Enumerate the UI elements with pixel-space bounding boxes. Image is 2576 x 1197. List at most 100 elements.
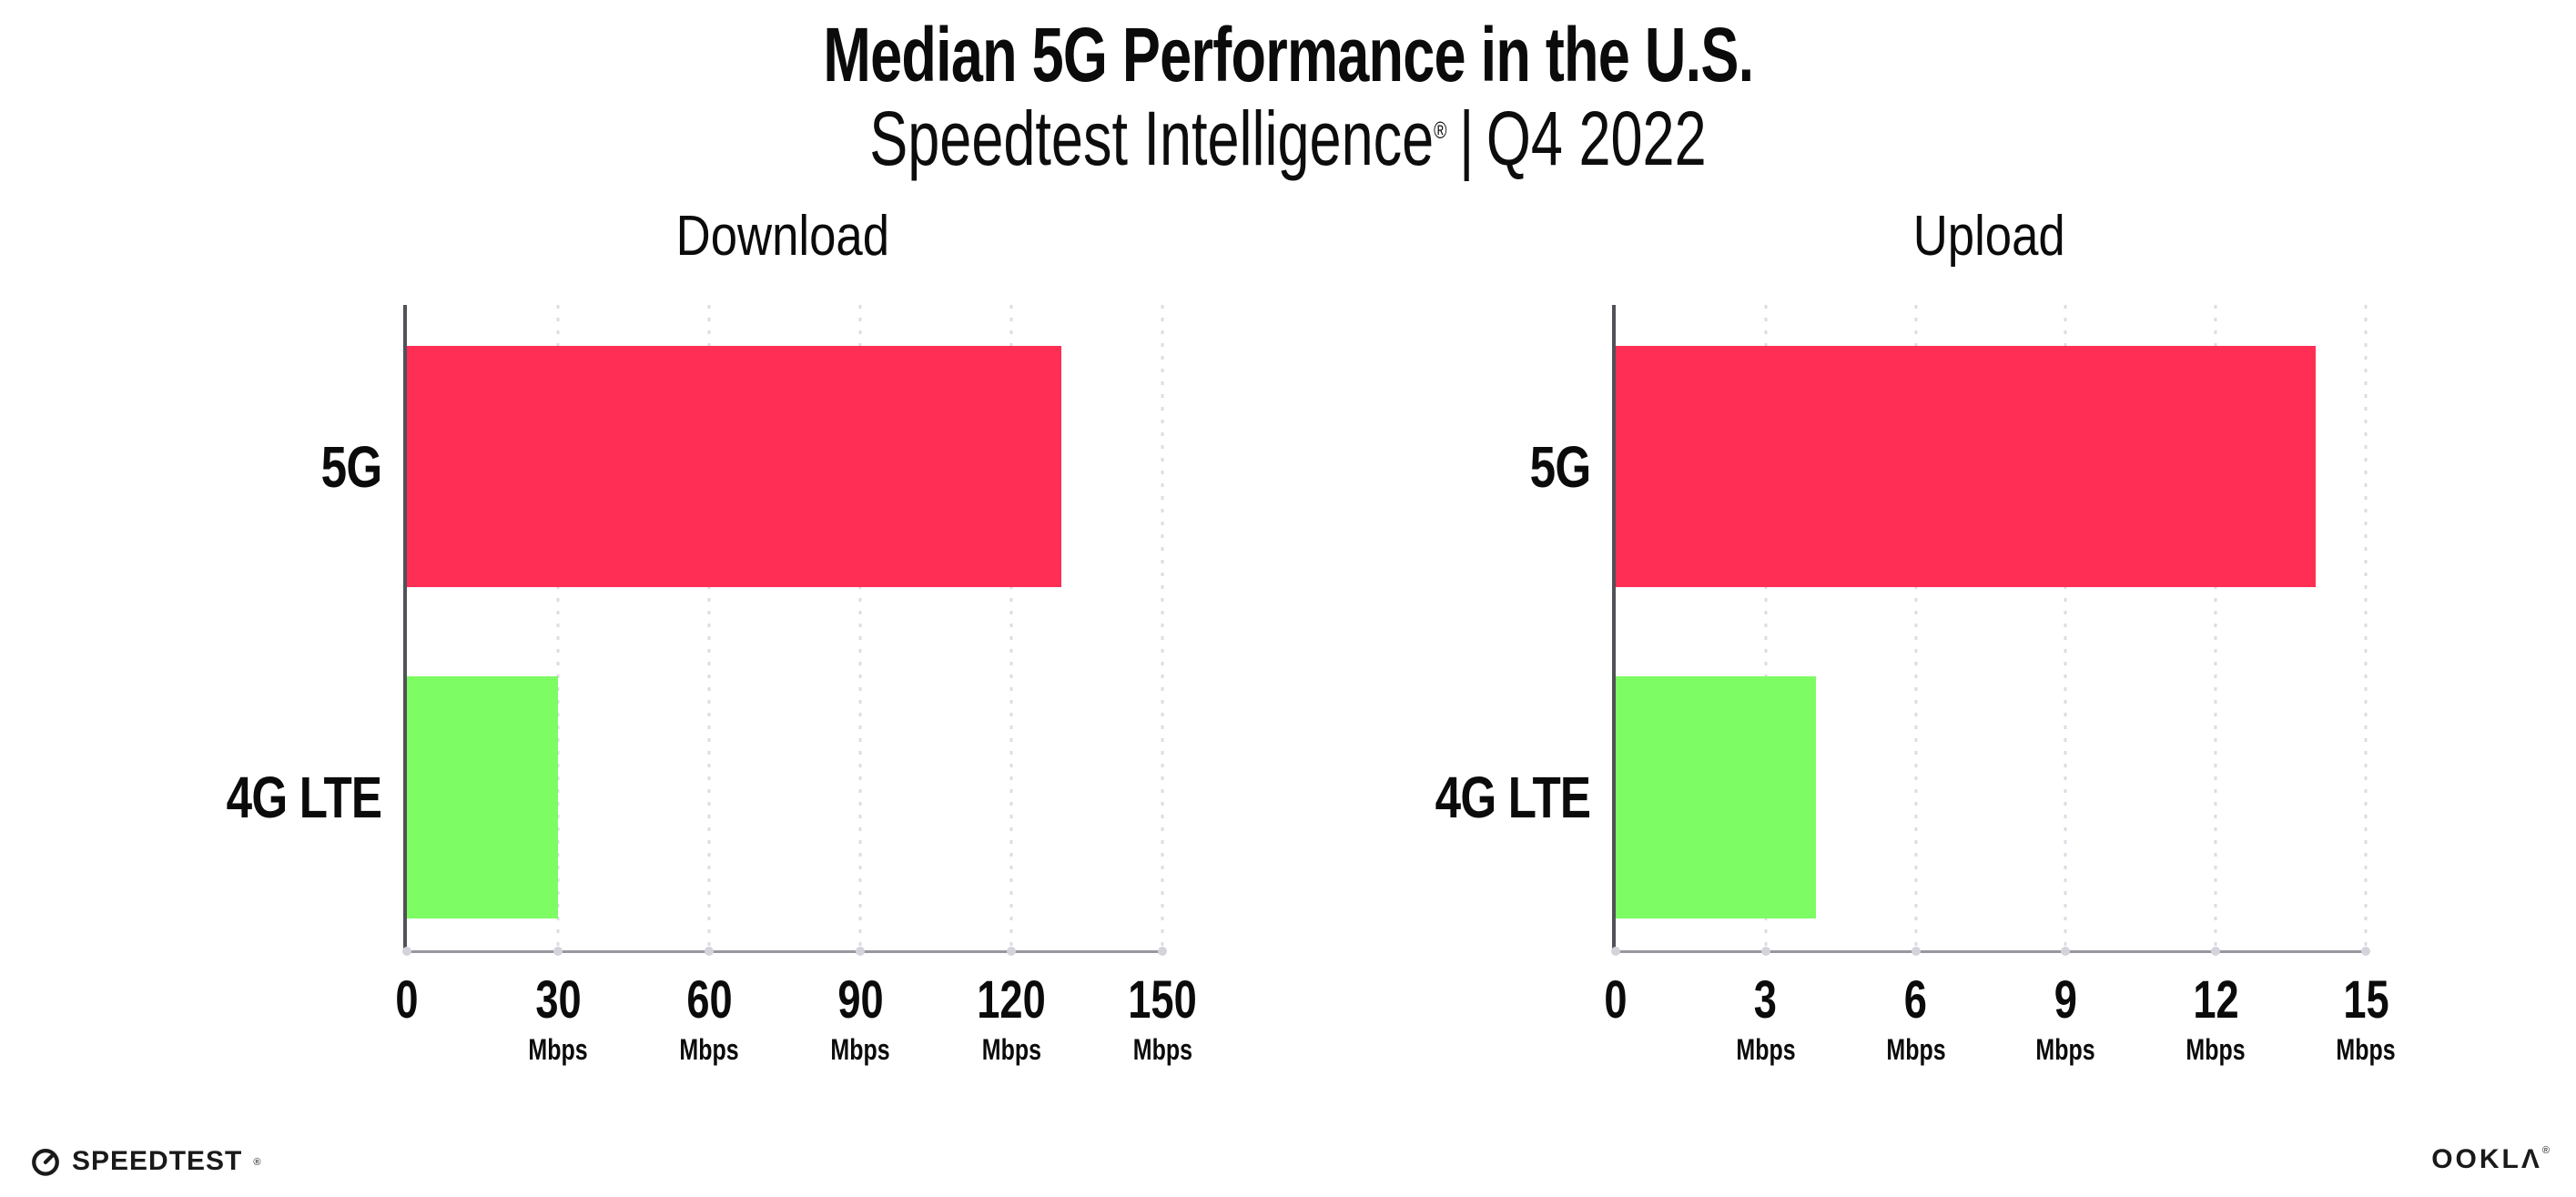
x-tick-unit-text: Mbps (528, 1032, 588, 1066)
x-tick-0: 0 (392, 972, 421, 1029)
x-tick-unit: Mbps (1878, 1032, 1954, 1066)
x-axis-line (403, 950, 1162, 953)
category-label-5g: 5G (306, 433, 382, 501)
download-chart-body: 5G 4G LTE 0 30 Mbps 60 Mbps 90 Mbps 120 Mbps 150 Mb… (157, 305, 1197, 1066)
x-tick-150: 150 Mbps (1119, 970, 1207, 1066)
upload-chart-title-text: Upload (1912, 205, 2065, 268)
x-tick-value-text: 120 (977, 970, 1046, 1030)
x-tick-value-text: 9 (2054, 970, 2077, 1030)
x-tick-3: 3 Mbps (1728, 970, 1804, 1066)
x-tick-value: 9 (2028, 970, 2104, 1030)
x-tick-unit: Mbps (822, 1032, 898, 1066)
ookla-wordmark: OOKLΛ (2431, 1144, 2542, 1174)
tick-dot-9 (2061, 947, 2071, 956)
upload-chart: Upload 5G 4G LTE 0 3 Mbps 6 Mbps 9 Mbps 12 Mbps 15… (1366, 204, 2396, 1066)
x-tick-unit: Mbps (1119, 1032, 1207, 1066)
upload-chart-body: 5G 4G LTE 0 3 Mbps 6 Mbps 9 Mbps 12 Mbps 15 Mbps (1366, 305, 2396, 1066)
bar-4g-lte (1616, 676, 1816, 918)
x-tick-value: 0 (1601, 970, 1630, 1030)
x-tick-value: 6 (1878, 972, 1954, 1029)
speedtest-wordmark: SPEEDTEST (72, 1146, 243, 1176)
x-tick-6: 6 Mbps (1878, 972, 1954, 1066)
x-tick-value: 15 (2328, 970, 2404, 1030)
category-label-text: 5G (1529, 433, 1591, 500)
tick-dot-150 (1158, 947, 1167, 956)
x-tick-value-text: 60 (685, 970, 733, 1030)
speedtest-logo: SPEEDTEST ® (30, 1146, 260, 1177)
x-tick-value-text: 0 (1604, 970, 1628, 1030)
x-tick-value: 30 (520, 970, 596, 1030)
x-tick-unit: Mbps (2328, 1032, 2404, 1066)
download-chart-title-text: Download (675, 205, 890, 268)
x-tick-value: 60 (671, 970, 747, 1030)
download-chart-title: Download (403, 204, 1162, 305)
x-tick-value: 120 (968, 970, 1056, 1030)
x-tick-value: 90 (822, 970, 898, 1030)
page-title: Median 5G Performance in the U.S. (0, 11, 2576, 99)
x-tick-120: 120 Mbps (968, 970, 1056, 1066)
x-tick-12: 12 Mbps (2177, 972, 2254, 1066)
gridline-150 (1161, 305, 1164, 951)
download-chart: Download 5G 4G LTE 0 30 Mbps 60 Mbps 90 Mbps 120… (157, 204, 1197, 1066)
subtitle-period: Q4 2022 (1486, 96, 1707, 181)
gridline-3 (1764, 305, 1768, 951)
tick-dot-60 (705, 947, 714, 956)
x-tick-value-text: 150 (1128, 970, 1197, 1030)
tick-dot-3 (1760, 947, 1770, 956)
x-tick-unit-text: Mbps (981, 1032, 1041, 1066)
x-tick-unit-text: Mbps (2336, 1032, 2396, 1066)
x-tick-unit: Mbps (1728, 1032, 1804, 1066)
tick-dot-0 (1611, 947, 1620, 956)
x-tick-value: 12 (2177, 972, 2254, 1029)
tick-dot-12 (2211, 947, 2221, 956)
x-tick-unit: Mbps (671, 1033, 747, 1066)
x-tick-unit-text: Mbps (1132, 1032, 1192, 1066)
gridline-60 (707, 305, 711, 951)
x-tick-value-text: 3 (1754, 970, 1778, 1030)
tick-dot-30 (553, 947, 563, 956)
x-tick-9: 9 Mbps (2028, 970, 2104, 1066)
page-subtitle-text: Speedtest Intelligence® | Q4 2022 (869, 95, 1706, 183)
x-tick-value: 3 (1728, 970, 1804, 1030)
category-label-4g-lte: 4G LTE (188, 764, 381, 831)
ookla-logo: OOKLΛ ® (2431, 1144, 2550, 1175)
category-label-5g: 5G (1515, 433, 1591, 501)
subtitle-separator: | (1459, 96, 1475, 181)
x-tick-value-text: 15 (2342, 970, 2389, 1030)
y-axis-labels: 5G 4G LTE (157, 305, 403, 951)
x-tick-value-text: 90 (837, 970, 884, 1030)
tick-dot-120 (1007, 947, 1016, 956)
x-axis-line (1612, 950, 2366, 953)
speedtest-registered-icon: ® (253, 1156, 261, 1168)
plot-area: 0 30 Mbps 60 Mbps 90 Mbps 120 Mbps 150 Mbps (395, 305, 1197, 1066)
page-title-text: Median 5G Performance in the U.S. (822, 12, 1754, 97)
category-label-text: 4G LTE (226, 765, 381, 831)
gridline-15 (2364, 305, 2368, 951)
ookla-registered-icon: ® (2541, 1145, 2550, 1156)
tick-dot-0 (402, 947, 411, 956)
x-tick-unit: Mbps (2177, 1033, 2254, 1066)
x-tick-unit-text: Mbps (1886, 1032, 1946, 1066)
gridline-6 (1914, 305, 1918, 951)
tick-dot-90 (856, 947, 865, 956)
registered-trademark-icon: ® (1434, 117, 1447, 144)
x-tick-60: 60 Mbps (671, 970, 747, 1066)
x-tick-unit-text: Mbps (1736, 1032, 1796, 1066)
x-tick-value: 0 (392, 972, 421, 1029)
x-tick-unit-text: Mbps (830, 1032, 890, 1066)
gridline-12 (2214, 305, 2217, 951)
gridline-30 (556, 305, 560, 951)
x-tick-unit: Mbps (2028, 1033, 2104, 1066)
gridline-120 (1009, 305, 1013, 951)
y-axis-labels: 5G 4G LTE (1366, 305, 1612, 951)
x-tick-90: 90 Mbps (822, 970, 898, 1066)
x-tick-value-text: 30 (534, 970, 582, 1030)
gridline-90 (858, 305, 862, 951)
tick-dot-15 (2361, 947, 2370, 956)
x-tick-unit: Mbps (520, 1032, 596, 1066)
gridline-9 (2064, 305, 2067, 951)
bar-4g-lte (407, 676, 558, 918)
bar-5g (407, 345, 1062, 588)
bar-5g (1616, 345, 2317, 588)
category-label-4g-lte: 4G LTE (1396, 764, 1590, 831)
